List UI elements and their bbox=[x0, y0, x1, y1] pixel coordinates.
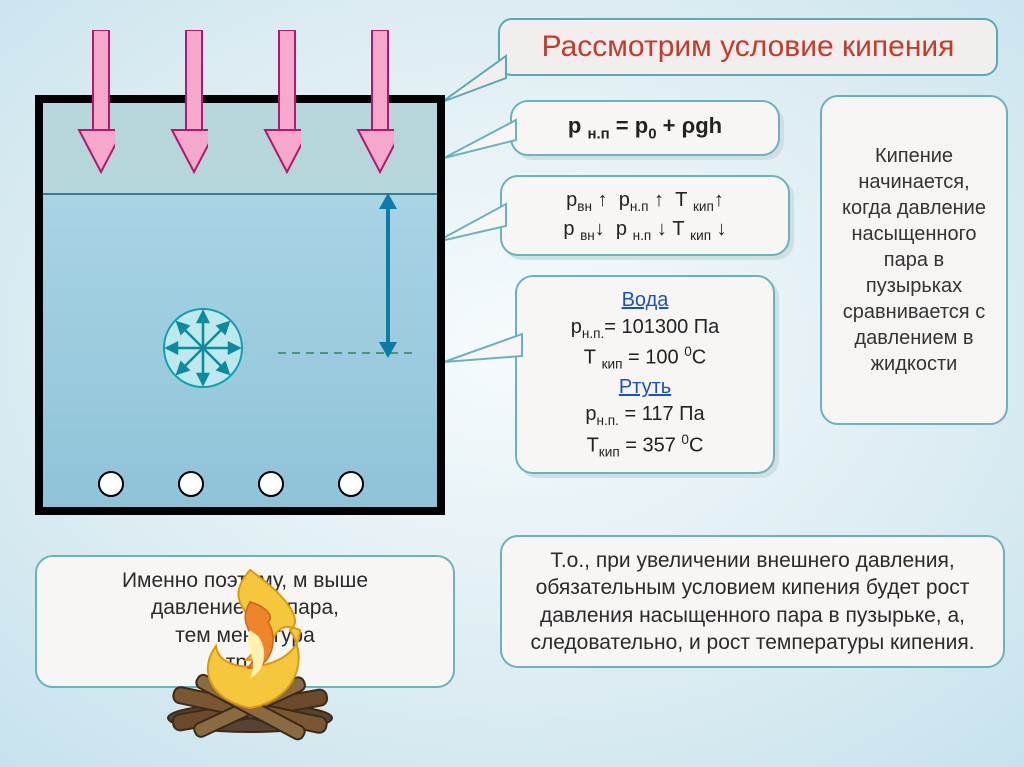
right-explanation-box: Кипение начинается, когда давление насыщ… bbox=[820, 95, 1008, 425]
title-box: Рассмотрим условие кипения bbox=[498, 18, 998, 76]
pressure-arrow bbox=[168, 30, 208, 175]
title-text: Рассмотрим условие кипения bbox=[542, 30, 955, 63]
values-tail bbox=[440, 330, 524, 380]
bubble-spokes bbox=[165, 310, 241, 386]
depth-arrow bbox=[373, 193, 403, 358]
values-water-p: рн.п.= 101300 Па bbox=[531, 314, 759, 343]
relations-line2: р вн↓ р н.п ↓ Т кип ↓ bbox=[516, 216, 774, 245]
conclusion-box: Т.о., при увеличении внешнего давления, … bbox=[500, 535, 1005, 668]
pressure-arrow bbox=[75, 30, 115, 175]
burner-hole bbox=[338, 471, 364, 497]
values-box: Вода рн.п.= 101300 Па Т кип = 100 0С Рту… bbox=[515, 275, 775, 474]
bubble bbox=[163, 308, 243, 388]
right-explanation-text: Кипение начинается, когда давление насыщ… bbox=[836, 143, 992, 377]
pressure-arrow bbox=[261, 30, 301, 175]
burner-hole bbox=[98, 471, 124, 497]
relations-box: рвн ↑ рн.п ↑ Т кип↑ р вн↓ р н.п ↓ Т кип … bbox=[500, 175, 790, 256]
conclusion-text: Т.о., при увеличении внешнего давления, … bbox=[530, 549, 974, 654]
burner-hole bbox=[258, 471, 284, 497]
values-water-t: Т кип = 100 0С bbox=[531, 343, 759, 374]
relations-line1: рвн ↑ рн.п ↑ Т кип↑ bbox=[516, 187, 774, 216]
campfire-icon bbox=[150, 560, 350, 745]
burner-hole bbox=[178, 471, 204, 497]
values-water-heading: Вода bbox=[531, 287, 759, 314]
formula-text: р н.п = р0 + ρgh bbox=[568, 113, 722, 138]
values-hg-heading: Ртуть bbox=[531, 374, 759, 401]
values-hg-p: рн.п. = 117 Па bbox=[531, 401, 759, 430]
pressure-arrow bbox=[354, 30, 394, 175]
values-hg-t: Ткип = 357 0С bbox=[531, 431, 759, 462]
formula-box: р н.п = р0 + ρgh bbox=[510, 100, 780, 156]
formula-tail bbox=[440, 118, 518, 164]
title-callout-tail bbox=[438, 52, 508, 112]
